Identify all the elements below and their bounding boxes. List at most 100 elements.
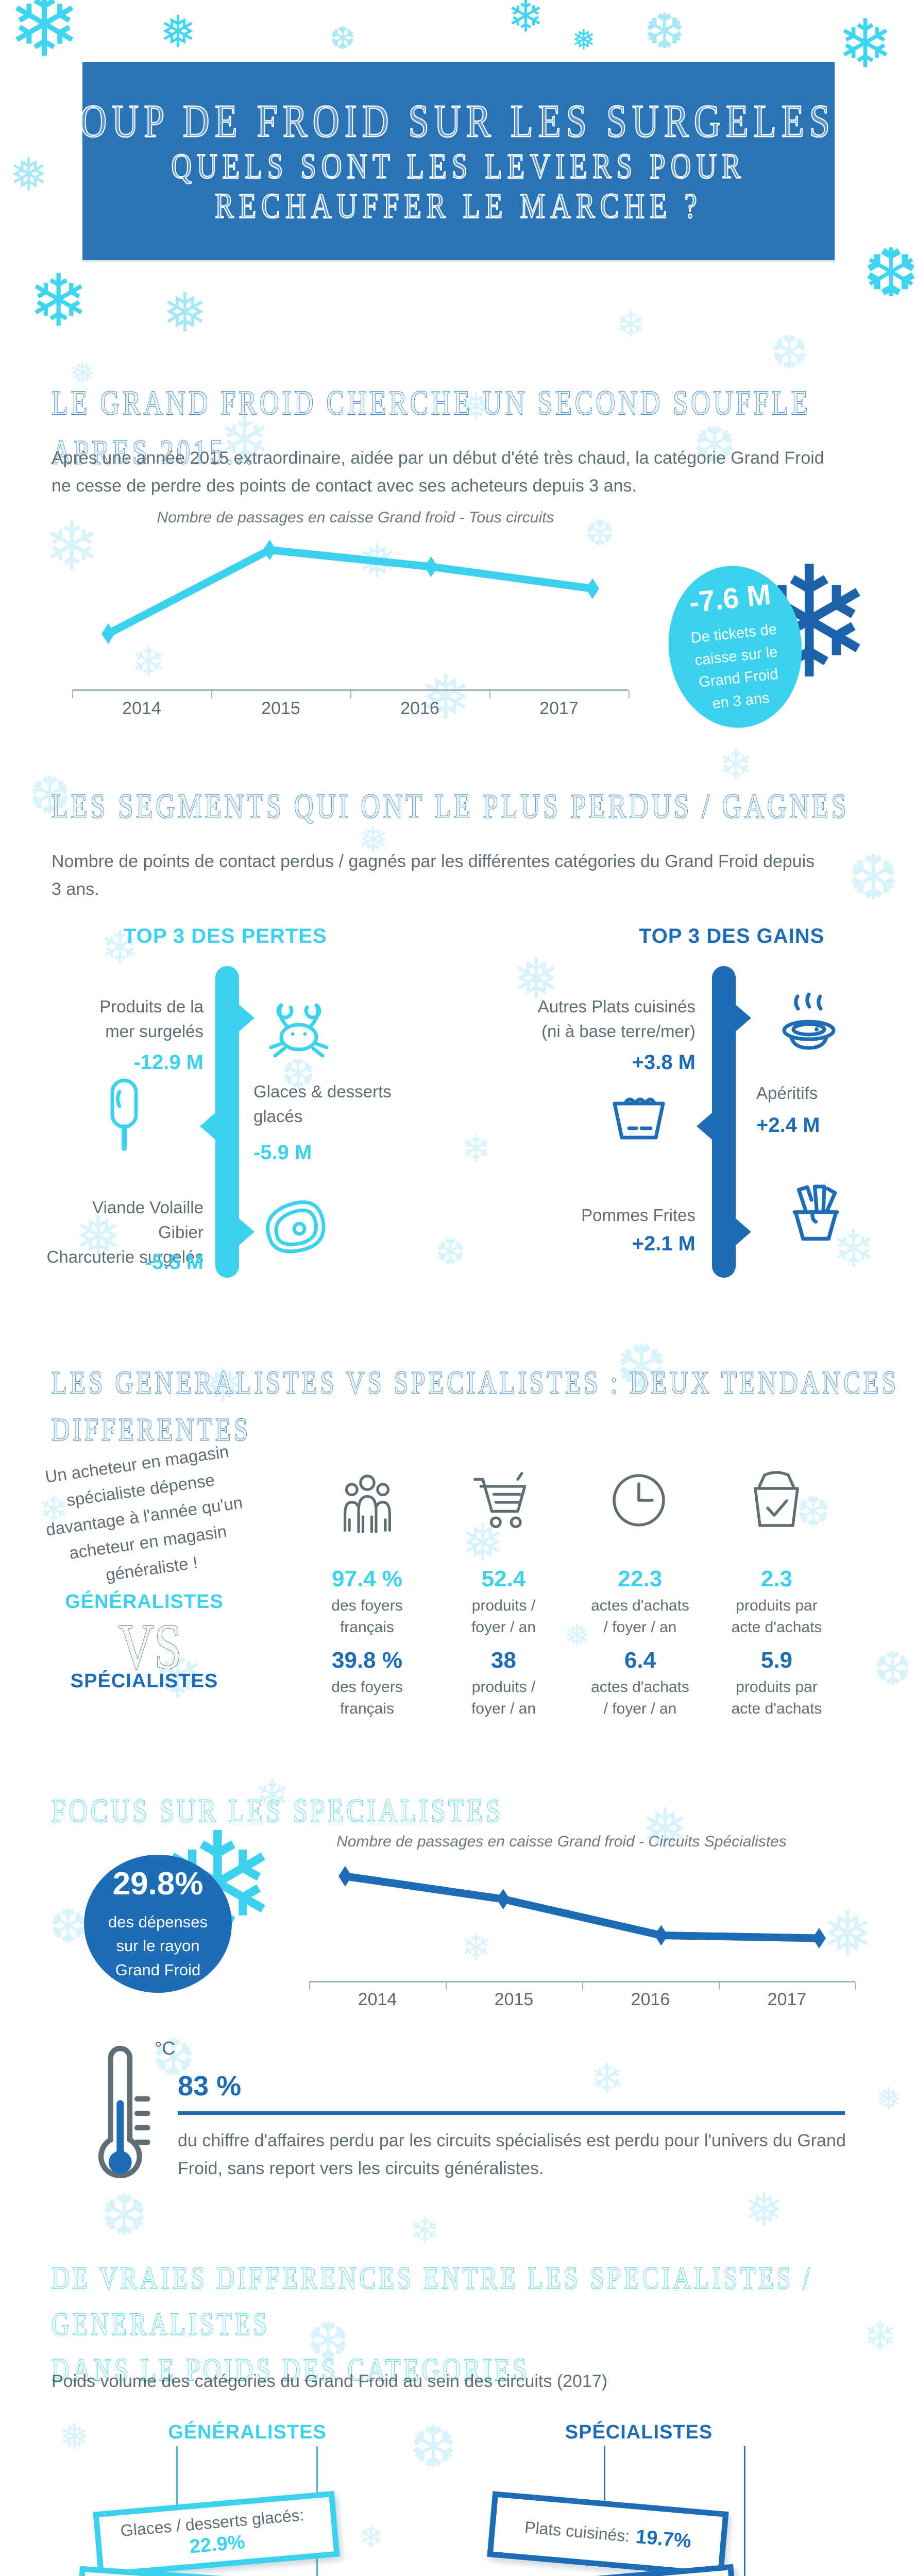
- snowflake-decoration: ❄: [410, 2210, 440, 2252]
- generalistes-stats-values: 97.4 % 52.4 22.3 2.3: [299, 1566, 845, 1592]
- generalistes-row-label: GÉNÉRALISTES: [65, 1591, 224, 1613]
- axis-tick: [446, 1982, 447, 1990]
- perte-item-value: -12.9 M: [133, 1051, 203, 1074]
- thermometer-icon: [98, 2045, 150, 2179]
- gains-arrow-ribbon: [712, 966, 736, 1278]
- data-point-marker: [338, 1866, 352, 1887]
- data-point-marker: [101, 623, 115, 644]
- title-banner: COUP DE FROID SUR LES SURGELES ! QUELS S…: [49, 62, 862, 260]
- snowflake-decoration: ❄: [616, 303, 646, 346]
- duel-note-text: Un acheteur en magasin spécialiste dépen…: [44, 1442, 244, 1584]
- stat-value: 38: [491, 1648, 516, 1673]
- stat-caption: des foyers français: [331, 1597, 403, 1636]
- snowflake-decoration: ❅: [203, 1359, 243, 1413]
- gains-column-title: TOP 3 DES GAINS: [639, 925, 825, 947]
- snowflake-decoration: ❆: [100, 2182, 148, 2248]
- gain-item-value: +2.1 M: [632, 1232, 696, 1255]
- axis-tick: [719, 1982, 720, 1990]
- axis-tick: [855, 1982, 856, 1990]
- pertes-arrow-ribbon: [215, 966, 239, 1278]
- generalistes-column-label: GÉNÉRALISTES: [168, 2421, 327, 2443]
- stat-caption: produits par acte d'achats: [731, 1679, 822, 1717]
- stat-value: 5.9: [760, 1648, 793, 1673]
- sign-string: [604, 2446, 605, 2507]
- snowflake-decoration: ❆: [616, 1332, 668, 1403]
- passages-tous-circuits-chart: [101, 539, 599, 644]
- sign-label: Plats cuisinés:: [523, 2517, 631, 2546]
- snowflake-decoration: ❅: [513, 946, 561, 1012]
- specialiste-sign: Plats cuisinés: 19.7%: [487, 2491, 729, 2576]
- souffle-intro-text: Après une année 2015 extraordinaire, aid…: [52, 448, 824, 496]
- snowflake-decoration: ❆: [863, 234, 916, 312]
- axis-year-label: 2016: [631, 1990, 670, 2009]
- snowflake-decoration: ❄: [461, 1128, 491, 1170]
- snowflake-decoration: ❆: [49, 1900, 88, 1954]
- snowflake-decoration: ❄: [719, 741, 754, 789]
- section-heading-poids: DE VRAIES DIFFERENCES ENTRE LES SPECIALI…: [51, 2260, 813, 2388]
- perte-item-label: Viande Volaille Gibier Charcuterie surge…: [46, 1198, 203, 1266]
- axis-tick: [309, 1982, 310, 1990]
- badge-caption: des dépenses sur le rayon Grand Froid: [108, 1912, 208, 1979]
- pertes-column-title: TOP 3 DES PERTES: [124, 925, 327, 947]
- badge-value: -7.6 M: [687, 578, 773, 619]
- snowflake-decoration: ❄: [461, 1926, 491, 1969]
- ca-perdu-value: 83 %: [178, 2071, 242, 2102]
- arrow-notch: [239, 1005, 255, 1031]
- perte-item-value: -5.9 M: [253, 1141, 312, 1164]
- stat-value: 22.3: [618, 1566, 663, 1591]
- snowflake-decoration: ❄: [8, 0, 81, 77]
- snowflake-decoration: ❄: [863, 2312, 898, 2360]
- axis-year-label: 2017: [539, 699, 579, 718]
- section-heading-souffle: LE GRAND FROID CHERCHE UN SECOND SOUFFLE…: [51, 384, 811, 472]
- chart1-title: Nombre de passages en caisse Grand froid…: [157, 509, 554, 526]
- passages-specialistes-chart: [338, 1866, 826, 1949]
- data-point-marker: [496, 1889, 510, 1910]
- stat-caption: actes d'achats / foyer / an: [591, 1679, 689, 1717]
- snowflake-decoration: ❆: [770, 326, 809, 380]
- section-heading-duel: LES GENERALISTES VS SPECIALISTES : DEUX …: [51, 1364, 900, 1448]
- section-heading-segments: LES SEGMENTS QUI ONT LE PLUS PERDUS / GA…: [51, 787, 850, 826]
- stat-caption: des foyers français: [331, 1679, 403, 1717]
- chart2-axis: [309, 1981, 856, 1990]
- axis-year-label: 2014: [122, 699, 161, 718]
- perte-item-label: Produits de la mer surgelés: [99, 997, 203, 1041]
- chart1-year-labels: 2014 2015 2016 2017: [72, 699, 629, 719]
- soup-icon: [782, 992, 836, 1050]
- axis-year-label: 2014: [358, 1990, 397, 2009]
- snowflake-decoration: ❆: [307, 2311, 350, 2371]
- basket-check-icon: [754, 1471, 799, 1527]
- specialistes-row-label: SPÉCIALISTES: [70, 1670, 218, 1692]
- snowflake-decoration: ❅: [70, 355, 96, 392]
- snowflake-decoration: ❅: [39, 2573, 82, 2576]
- axis-tick: [629, 691, 630, 698]
- snowflake-decoration: ❄: [837, 5, 893, 83]
- arrow-notch: [239, 1218, 255, 1245]
- sign-string: [176, 2446, 178, 2507]
- meat-icon: [266, 1200, 326, 1253]
- stat-value: 97.4 %: [332, 1566, 402, 1591]
- badge-value: 29.8%: [112, 1866, 203, 1902]
- snowflake-decoration: ❄: [832, 1219, 875, 1279]
- snowflake-decoration: ❅: [9, 148, 48, 202]
- snowflake-decoration: ❄: [44, 507, 100, 585]
- crab-icon: [269, 1003, 329, 1058]
- snowflake-decoration: ❅: [564, 1618, 590, 1654]
- badge-caption: De tickets de caisse sur le Grand Froid …: [690, 621, 779, 712]
- stat-caption: actes d'achats / foyer / an: [591, 1597, 689, 1636]
- snowflake-decoration: ❅: [59, 2416, 90, 2458]
- gain-item-value: +3.8 M: [632, 1051, 696, 1074]
- generalistes-stats-captions: des foyers français produits / foyer / a…: [299, 1595, 845, 1638]
- stat-caption: produits par acte d'achats: [731, 1597, 822, 1636]
- snowflake-decoration: ❅: [822, 1899, 874, 1970]
- arrow-notch: [736, 1005, 751, 1031]
- snowflake-decoration: ❆: [585, 512, 615, 554]
- snowflake-decoration: ❄: [507, 0, 545, 42]
- stat-caption: produits / foyer / an: [471, 1597, 536, 1636]
- shoppers-icon: [344, 1475, 391, 1533]
- clock-icon: [613, 1474, 665, 1527]
- gain-item-label: Pommes Frites: [581, 1206, 696, 1225]
- axis-year-label: 2017: [767, 1990, 807, 2009]
- chart1-axis: [72, 689, 630, 698]
- data-point-marker: [263, 539, 277, 561]
- thermometer-unit-label: °C: [155, 2038, 176, 2059]
